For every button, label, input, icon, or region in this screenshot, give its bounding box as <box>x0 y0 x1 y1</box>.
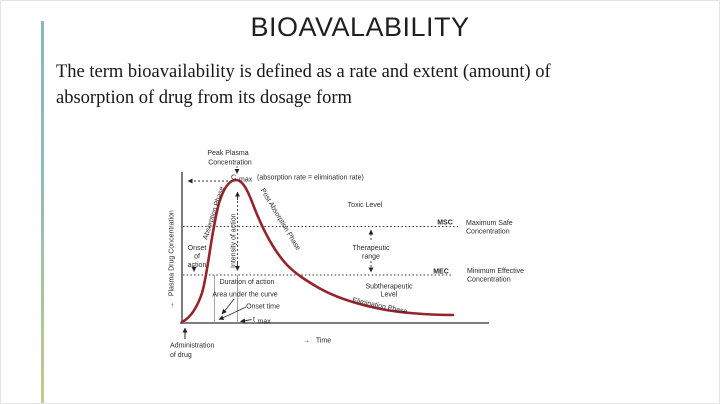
tmax-arrow <box>240 318 252 324</box>
administration-line2: of drug <box>170 352 192 359</box>
area-under-curve-label: Area under the curve <box>212 292 277 299</box>
minimum-effective-line1: Minimum Effective <box>467 268 524 275</box>
elimination-phase-label: Elimination Phase <box>352 297 408 316</box>
maximum-safe-line2: Concentration <box>466 229 510 236</box>
mec-abbr-label: MEC <box>433 269 449 276</box>
tmax-subscript: max <box>258 319 272 326</box>
x-axis-label: → Time <box>303 338 331 345</box>
onset-time-arrow <box>218 306 247 320</box>
intensity-of-action-label: Intensity of action <box>231 213 238 268</box>
onset-of-action-line2: of <box>194 254 200 261</box>
definition-paragraph: The term bioavailability is defined as a… <box>56 59 646 111</box>
toxic-level-label: Toxic Level <box>348 202 383 209</box>
administration-line1: Administration <box>170 343 214 350</box>
cmax-subscript: max <box>239 177 253 184</box>
y-axis-label: → Plasma Drug Concentration <box>169 210 176 309</box>
minimum-effective-line2: Concentration <box>467 277 511 284</box>
area-under-curve-arrow <box>221 298 235 315</box>
slide-title: BIOAVALABILITY <box>250 12 470 42</box>
cmax-symbol: C <box>231 175 236 182</box>
definition-line-2: absorption of drug from its dosage form <box>56 88 352 108</box>
msc-abbr-label: MSC <box>437 220 453 227</box>
left-accent-bar <box>41 21 44 403</box>
subtherapeutic-line1: Subtherapeutic <box>365 284 413 291</box>
onset-of-action-line3: action <box>188 262 207 269</box>
definition-line-1: The term bioavailability is defined as a… <box>56 62 551 82</box>
onset-of-action-line1: Onset <box>188 245 207 252</box>
peak-plasma-label-line1: Peak Plasma <box>207 150 248 157</box>
cmax-note: (absorption rate = elimination rate) <box>257 175 364 182</box>
plasma-curve <box>180 178 455 324</box>
post-absorption-phase-label: Post Absorption Phase <box>259 187 302 251</box>
peak-plasma-label-line2: Concentration <box>208 160 252 167</box>
maximum-safe-line1: Maximum Safe <box>466 220 513 227</box>
therapeutic-range-line2: range <box>362 254 380 261</box>
subtherapeutic-line2: Level <box>381 292 398 299</box>
duration-of-action-label: Duration of action <box>220 279 275 286</box>
plasma-concentration-diagram: → Plasma Drug Concentration → Time Peak … <box>169 150 525 359</box>
tmax-symbol: t <box>253 317 255 324</box>
therapeutic-range-line1: Therapeutic <box>353 245 390 252</box>
onset-time-label: Onset time <box>246 304 280 311</box>
